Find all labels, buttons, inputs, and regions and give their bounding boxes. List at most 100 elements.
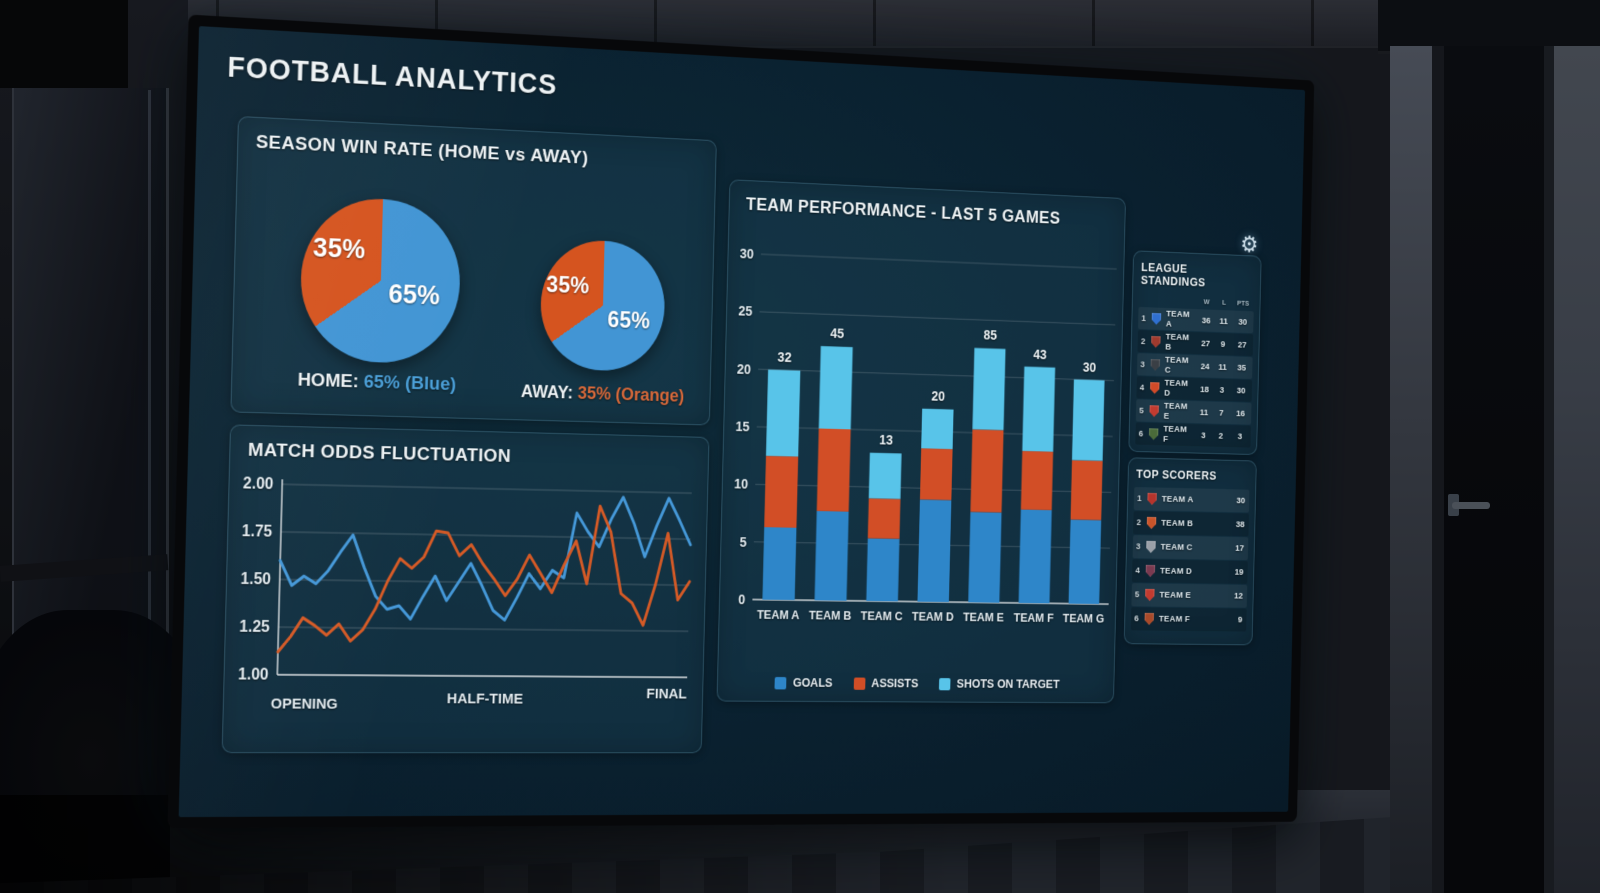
rank: 3 (1140, 359, 1146, 370)
rank: 5 (1134, 589, 1140, 600)
wins: 27 (1201, 338, 1211, 349)
home-caption-label: HOME: (297, 369, 359, 393)
rank: 1 (1141, 313, 1147, 324)
pie-slice-label-away: 35% (546, 271, 590, 298)
team-name: TEAM E (1163, 401, 1188, 422)
svg-text:TEAM E: TEAM E (963, 611, 1004, 625)
svg-text:20: 20 (931, 388, 945, 404)
top-scorers-table: 1 TEAM A 30 2 TEAM B 38 3 TEAM C 17 4 TEAM D 19 5 TEA… (1130, 487, 1250, 632)
legend-item-shots: SHOTS ON TARGET (939, 677, 1060, 691)
legend-item-goals: GOALS (774, 676, 833, 690)
rank: 4 (1139, 382, 1145, 393)
rank: 3 (1135, 541, 1141, 552)
svg-text:15: 15 (735, 419, 750, 435)
performance-bar-chart: 30 25 20 15 10 5 0 32 TEAM A 45 TEAM B 13 TEAM C 20 TE… (734, 246, 1124, 626)
win-rate-panel: SEASON WIN RATE (HOME vs AWAY) 35% 65% 3… (230, 115, 717, 426)
team-badge-icon (1147, 493, 1157, 505)
top-scorers-row: 4 TEAM D 19 (1131, 559, 1248, 584)
team-performance-panel: TEAM PERFORMANCE - LAST 5 GAMES 30 25 20 15… (716, 179, 1126, 704)
svg-text:HALF-TIME: HALF-TIME (447, 691, 523, 707)
legend-assists-label: ASSISTS (871, 676, 919, 691)
losses: 3 (1219, 384, 1225, 396)
svg-text:1.75: 1.75 (242, 523, 273, 541)
svg-text:TEAM F: TEAM F (1014, 611, 1055, 625)
top-scorers-panel: TOP SCORERS 1 TEAM A 30 2 TEAM B 38 3 TEAM C 17 4… (1123, 457, 1257, 646)
goals-count: 19 (1234, 567, 1244, 578)
standings-row: 4 TEAM D 18 3 30 (1136, 376, 1253, 402)
svg-text:85: 85 (983, 328, 997, 344)
glass-door (1444, 46, 1544, 893)
team-name: TEAM E (1159, 590, 1192, 601)
team-badge-icon (1152, 312, 1162, 324)
away-caption: AWAY: 35% (Orange) (508, 381, 698, 407)
ceiling-dark-tiles (1378, 0, 1600, 54)
standings-table: 1 TEAM A 36 11 30 2 TEAM B 27 9 27 3 TEAM C 24 11 35 4 T… (1135, 306, 1254, 448)
goals-count: 38 (1235, 519, 1245, 530)
standings-row: 6 TEAM F 3 2 3 (1135, 422, 1252, 448)
top-scorers-title: TOP SCORERS (1136, 467, 1217, 483)
wall-mounted-display: FOOTBALL ANALYTICS SEASON WIN RATE (HOME… (167, 14, 1315, 829)
shots-swatch-icon (939, 677, 951, 690)
rank: 4 (1135, 565, 1141, 576)
door-handle (1452, 502, 1490, 509)
legend-goals-label: GOALS (792, 676, 833, 690)
door-frame (1432, 46, 1444, 893)
svg-text:TEAM A: TEAM A (757, 608, 800, 622)
team-name: TEAM D (1159, 566, 1193, 577)
losses: 9 (1220, 338, 1226, 350)
top-scorers-row: 1 TEAM A 30 (1133, 487, 1250, 513)
svg-text:30: 30 (740, 246, 755, 262)
team-badge-icon (1149, 405, 1159, 417)
svg-text:1.50: 1.50 (240, 571, 271, 588)
team-name: TEAM B (1161, 518, 1194, 529)
wins: 24 (1200, 361, 1210, 372)
home-pie-chart: 35% 65% (298, 195, 462, 365)
points: 35 (1237, 362, 1247, 373)
col-wins: W (1203, 297, 1210, 306)
wins: 11 (1199, 407, 1209, 418)
assists-swatch-icon (853, 677, 866, 690)
svg-text:1.00: 1.00 (238, 666, 269, 683)
losses: 7 (1219, 407, 1224, 418)
home-caption: HOME: 65% (Blue) (247, 368, 506, 397)
points: 3 (1237, 431, 1243, 442)
wins: 18 (1199, 384, 1210, 395)
rank: 2 (1140, 336, 1146, 347)
goals-count: 12 (1233, 591, 1243, 602)
goals-count: 17 (1235, 543, 1245, 554)
team-badge-icon (1146, 541, 1156, 553)
team-badge-icon (1147, 517, 1157, 529)
svg-text:45: 45 (830, 325, 844, 341)
rank: 2 (1136, 517, 1142, 528)
team-name: TEAM B (1165, 331, 1190, 353)
rank: 6 (1138, 428, 1144, 439)
svg-text:OPENING: OPENING (271, 696, 338, 712)
team-badge-icon (1150, 382, 1160, 394)
standings-row: 3 TEAM C 24 11 35 (1136, 353, 1253, 380)
team-badge-icon (1151, 359, 1161, 371)
away-pie-chart: 35% 65% (539, 238, 667, 373)
glass-reflection (148, 90, 151, 640)
points: 30 (1238, 316, 1248, 328)
svg-text:1.25: 1.25 (239, 619, 270, 636)
svg-text:0: 0 (738, 592, 746, 607)
far-right-wall (1554, 46, 1600, 893)
league-standings-panel: LEAGUE STANDINGS W L PTS 1 TEAM A 36 11 30 2 T… (1128, 250, 1262, 456)
svg-text:5: 5 (739, 534, 747, 550)
top-scorers-row: 5 TEAM E 12 (1131, 583, 1248, 608)
team-badge-icon (1149, 428, 1159, 440)
match-odds-panel: MATCH ODDS FLUCTUATION 2.00 1.75 1.50 1.25 1… (221, 424, 710, 754)
team-name: TEAM F (1163, 424, 1188, 445)
team-name: TEAM A (1161, 494, 1194, 505)
dashboard-screen: FOOTBALL ANALYTICS SEASON WIN RATE (HOME… (178, 26, 1306, 818)
team-badge-icon (1151, 336, 1161, 348)
standings-header: W L PTS (1139, 293, 1254, 309)
goals-count: 9 (1237, 614, 1243, 626)
svg-text:TEAM G: TEAM G (1063, 612, 1105, 626)
standings-row: 2 TEAM B 27 9 27 (1137, 329, 1254, 357)
team-badge-icon (1144, 613, 1154, 625)
match-odds-title: MATCH ODDS FLUCTUATION (247, 439, 512, 467)
svg-text:30: 30 (1083, 359, 1097, 374)
